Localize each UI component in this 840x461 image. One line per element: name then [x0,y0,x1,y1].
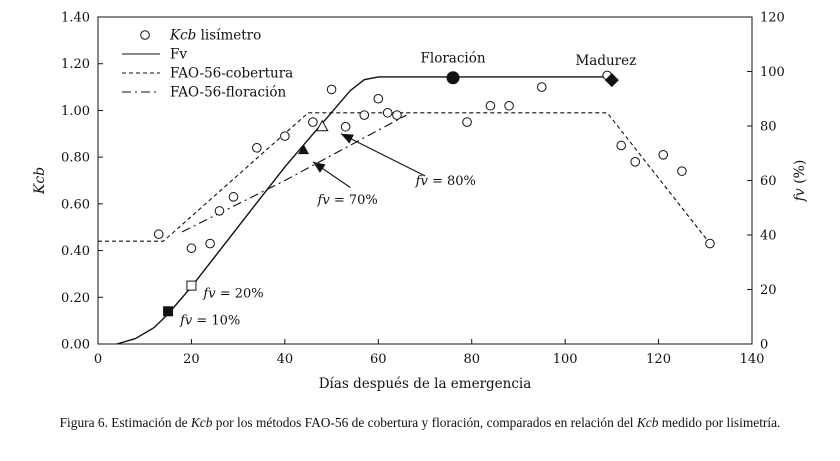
data-point [186,243,197,254]
marker-label: Floración [421,51,486,67]
data-point [308,117,318,127]
x-tick-label: 40 [277,352,294,367]
x-tick-label: 20 [183,352,200,367]
y-tick-label: 1.20 [61,57,90,72]
data-point [705,238,715,249]
data-point [326,84,337,95]
annotation-arrow-head [312,161,326,173]
legend-label: FAO-56-cobertura [170,66,293,82]
kcb-chart: 0 20 40 60 80 100 120 140 0.00 0.20 0.40 0.60 0.80 1.… [32,11,808,393]
x-tick-label: 120 [646,352,671,367]
y2-tick-label: 20 [760,283,777,298]
y2-tick-label: 100 [760,65,785,80]
caption-part-5: medido por lisimetría. [658,415,781,430]
y-tick-label: 0.40 [61,244,90,259]
marker-filled-triangle [298,144,310,155]
series-line-3 [181,114,407,233]
caption-part-1: Figura 6. Estimación de [59,415,191,430]
data-point [485,100,496,111]
x-axis-title: Días después de la emergencia [319,376,532,392]
y2-tick-label: 80 [760,120,777,135]
x-tick-label: 100 [553,352,578,367]
data-point [382,107,393,118]
annotation-arrow-head [340,133,354,144]
marker-open-square [186,280,197,291]
x-tick-label: 140 [740,352,765,367]
caption-part-3: por los métodos FAO-56 de cobertura y fl… [212,415,637,430]
data-point [214,206,225,216]
y2-tick-label: 120 [760,11,785,26]
data-point [252,143,262,153]
data-point [658,150,669,160]
legend-symbol [140,30,150,40]
data-point [205,238,215,249]
marker-label: fv = 10% [179,313,240,328]
y-tick-label: 0.80 [61,151,90,166]
data-point [630,157,641,167]
annotation-label: fv = 80% [415,174,476,189]
annotation-arrow-line [340,133,426,177]
y2-tick-label: 60 [760,174,777,189]
marker-filled-diamond [604,73,619,88]
x-tick-label: 0 [94,352,102,367]
marker-label: fv = 20% [202,287,263,302]
marker-label: Madurez [575,53,636,69]
data-point [504,100,514,111]
data-point [228,192,239,202]
series-line-1 [116,76,612,345]
legend-label: Fv [170,47,187,63]
data-point [677,166,687,176]
data-point [392,110,402,120]
y-tick-label: 0.20 [61,291,90,306]
data-point [536,82,547,92]
legend-label: Kcb lisímetro [169,28,261,44]
data-point [373,93,384,104]
caption-part-4: Kcb [636,415,659,430]
data-point [340,121,351,132]
y-axis-title: Kcb [32,167,48,195]
data-point [153,229,164,240]
annotation-label: fv = 70% [317,193,378,208]
y2-tick-label: 40 [760,229,777,244]
data-point [359,110,370,120]
y-tick-label: 1.00 [61,104,90,119]
caption-part-2: Kcb [190,415,213,430]
y2-tick-label: 0 [760,338,768,353]
data-point [616,140,627,151]
marker-filled-circle [446,71,460,85]
legend-label: FAO-56-floración [170,85,286,101]
figure-caption: Figura 6. Estimación de Kcb por los méto… [40,412,800,433]
series-line-2 [98,112,711,244]
y-tick-label: 0.60 [61,197,90,212]
marker-open-triangle [315,119,329,132]
data-point [280,131,290,141]
x-tick-label: 80 [463,352,480,367]
y2-axis-title: fv (%) [792,160,808,203]
marker-filled-square [163,306,174,317]
data-point [462,117,472,127]
y-tick-label: 0.00 [61,338,90,353]
y-tick-label: 1.40 [61,11,90,26]
x-tick-label: 60 [370,352,387,367]
